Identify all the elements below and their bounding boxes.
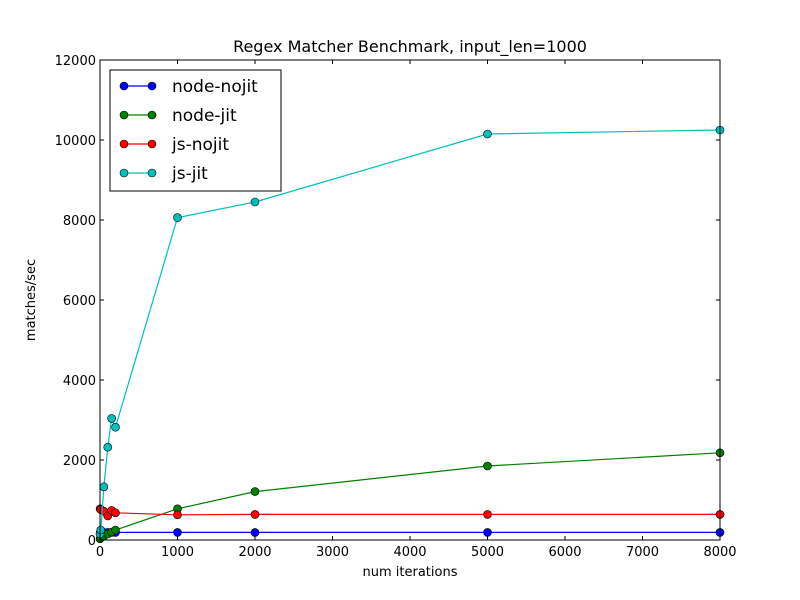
x-tick-label: 0 (96, 545, 104, 560)
series-line (99, 129, 721, 535)
legend-marker (119, 81, 129, 91)
legend-entry: node-jit (119, 106, 237, 126)
legend-label: js-jit (171, 164, 208, 184)
data-point (111, 422, 120, 432)
y-tick-label: 12000 (55, 54, 96, 69)
y-axis-label: matches/sec (24, 259, 39, 341)
x-tick-label: 7000 (626, 545, 659, 560)
legend-marker (147, 139, 157, 149)
data-point (173, 510, 182, 520)
data-point (483, 129, 492, 139)
legend-marker (119, 110, 129, 120)
x-tick-label: 2000 (238, 545, 271, 560)
data-point (107, 414, 116, 423)
legend-marker (119, 139, 129, 149)
data-point (96, 525, 106, 535)
y-tick-label: 10000 (55, 134, 96, 149)
ticks-layer: 0 1000 2000 3000 4000 5000 6000 7000 8000 0 2000 40… (55, 54, 737, 560)
chart-title: Regex Matcher Benchmark, input_len=1000 (233, 37, 587, 57)
x-tick-label: 6000 (548, 545, 581, 560)
legend-label: node-nojit (172, 77, 258, 97)
legend-marker (147, 81, 157, 91)
x-tick-label: 3000 (316, 545, 349, 560)
data-point (173, 528, 182, 537)
data-point (483, 528, 492, 537)
y-tick-label: 0 (88, 534, 96, 549)
series-layer (95, 125, 725, 544)
legend-marker (147, 110, 157, 120)
x-axis-label: num iterations (363, 565, 458, 580)
x-tick-label: 5000 (471, 545, 504, 560)
legend-marker (119, 168, 129, 178)
legend-entry: js-jit (119, 164, 208, 184)
legend-entry: node-nojit (119, 77, 258, 97)
x-tick-label: 1000 (161, 545, 194, 560)
legend: node-nojit node-jit js-nojit js-jit (109, 69, 282, 192)
y-tick-label: 4000 (63, 374, 96, 389)
x-tick-label: 4000 (393, 545, 426, 560)
data-point (483, 461, 492, 471)
data-point (111, 525, 120, 535)
y-tick-label: 6000 (63, 294, 96, 309)
legend-entry: js-nojit (119, 135, 229, 155)
data-point (103, 442, 113, 452)
legend-marker (147, 168, 157, 178)
y-tick-label: 2000 (63, 454, 96, 469)
data-point (483, 510, 492, 519)
legend-label: js-nojit (171, 135, 229, 155)
data-point (99, 482, 109, 492)
x-tick-label: 8000 (703, 545, 736, 560)
data-point (173, 213, 182, 222)
legend-label: node-jit (172, 106, 237, 126)
data-point (250, 528, 260, 537)
data-point (250, 197, 260, 207)
data-point (111, 508, 120, 518)
data-point (250, 487, 260, 496)
data-point (250, 510, 260, 519)
y-tick-label: 8000 (63, 214, 96, 229)
series-js-jit (95, 125, 725, 539)
legend-frame (109, 69, 282, 192)
